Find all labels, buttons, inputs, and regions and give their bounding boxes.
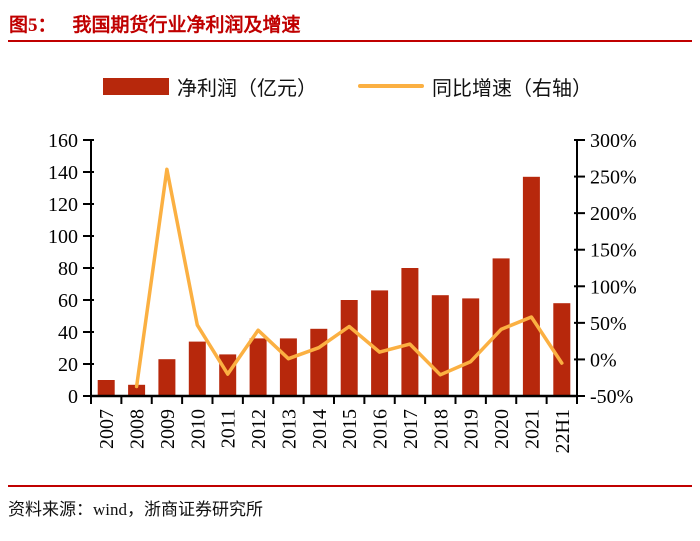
figure-title: 我国期货行业净利润及增速 [72,15,301,36]
left-axis-tick-label: 20 [58,354,78,376]
left-axis-tick-label: 40 [58,322,78,344]
x-axis-label-2007: 2007 [96,409,118,449]
bar-22H1 [553,303,571,396]
bar-2009 [158,359,176,396]
source-note: 资料来源：wind，浙商证券研究所 [8,500,263,519]
figure-title-row: 图5： 我国期货行业净利润及增速 [9,10,301,37]
legend-item-net-profit: 净利润（亿元） [103,74,317,100]
left-axis-tick-label: 80 [58,258,78,280]
left-axis-tick-label: 120 [48,194,78,216]
bar-2018 [431,295,449,396]
right-axis-tick-label: 300% [590,130,637,152]
line-swatch-icon [358,84,424,88]
right-axis-tick-label: 200% [590,203,637,225]
x-axis-label-2010: 2010 [187,409,209,449]
title-divider-rule [8,40,692,42]
x-axis-label-2020: 2020 [491,409,513,449]
legend-item-growth: 同比增速（右轴） [358,74,592,100]
bar-2014 [310,328,328,396]
left-axis-tick-label: 0 [68,386,78,408]
x-axis-label-22H1: 22H1 [552,409,574,453]
bar-2008 [128,384,146,396]
x-axis-label-2011: 2011 [218,409,240,448]
bar-2007 [97,380,115,396]
right-axis-tick-label: -50% [590,386,633,408]
bar-swatch-icon [103,77,169,95]
right-axis-tick-label: 0% [590,349,617,371]
right-axis-tick-label: 150% [590,240,637,262]
right-axis-tick-label: 50% [590,313,627,335]
x-axis-label-2018: 2018 [430,409,452,449]
x-axis-label-2016: 2016 [370,409,392,449]
bar-2012 [249,338,267,396]
right-axis-tick-label: 250% [590,167,637,189]
x-axis-label-2009: 2009 [157,409,179,449]
bar-2021 [522,176,540,396]
x-axis-label-2008: 2008 [127,409,149,449]
left-axis-tick-label: 60 [58,290,78,312]
x-axis-label-2012: 2012 [248,409,270,449]
x-axis-label-2019: 2019 [461,409,483,449]
footer-divider-rule [8,485,692,487]
left-axis-tick-label: 160 [48,130,78,152]
right-axis-tick-label: 100% [590,276,637,298]
bar-2017 [401,268,419,396]
figure-number-label: 图5： [9,15,57,36]
x-axis-label-2013: 2013 [278,409,300,449]
legend-label-net-profit: 净利润（亿元） [177,77,317,100]
left-axis-tick-label: 140 [48,162,78,184]
combo-chart: 0 20 40 60 80 100 120 140 160 -50% 0% 50% 100% 150% 20… [48,130,637,453]
bar-2016 [371,290,389,396]
x-axis-label-2021: 2021 [521,409,543,449]
x-axis-label-2014: 2014 [309,409,331,449]
bar-2013 [279,338,297,396]
bar-2015 [340,300,358,396]
bar-2019 [462,298,480,396]
x-axis-label-2015: 2015 [339,409,361,449]
legend-label-growth: 同比增速（右轴） [432,77,592,100]
left-axis-tick-label: 100 [48,226,78,248]
growth-line [134,167,564,389]
bar-2020 [492,258,510,396]
bar-2010 [188,341,206,396]
x-axis-label-2017: 2017 [400,409,422,449]
